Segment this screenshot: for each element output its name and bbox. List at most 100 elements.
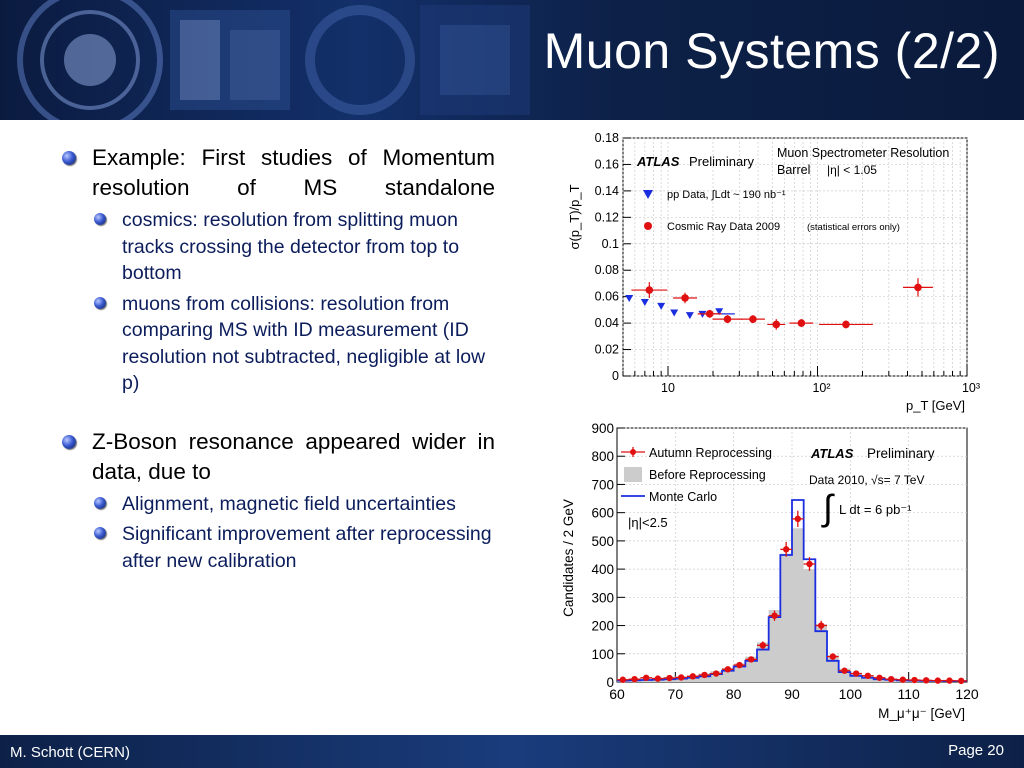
plot-frame (622, 137, 968, 377)
data-point-cosmic (772, 320, 781, 329)
x-tick-label: 80 (726, 686, 742, 702)
y-tick-label: 0.12 (595, 210, 619, 224)
y-tick-label: 0 (606, 675, 614, 690)
data-point-autumn (864, 672, 872, 679)
y-tick-label: 0.16 (595, 157, 619, 171)
data-point-autumn (794, 515, 802, 523)
data-point-autumn (806, 560, 813, 568)
data-point-pp (715, 308, 724, 316)
data-point-cosmic (723, 315, 732, 323)
x-tick-label: 10 (661, 381, 675, 395)
data-point-cosmic (681, 294, 689, 302)
bullet-icon (94, 213, 106, 225)
x-axis-label: M_μ⁺μ⁻ [GeV] (878, 706, 965, 721)
data-point-autumn (899, 676, 907, 683)
data-point-autumn (689, 673, 697, 680)
experiment-label: ATLAS (810, 446, 854, 461)
bullet-text: Example: First studies of Momentum resol… (92, 145, 495, 200)
bullet-icon (94, 527, 106, 539)
data-point-pp (625, 294, 634, 302)
eta-label: |η|<2.5 (628, 515, 668, 530)
data-point-autumn (876, 674, 883, 681)
bullet-text: Z-Boson resonance appeared wider in data… (92, 428, 495, 484)
y-tick-label: 0.18 (595, 131, 619, 145)
y-tick-label: 200 (591, 619, 614, 634)
y-axis-label: Candidates / 2 GeV (561, 499, 576, 617)
data-point-cosmic (914, 283, 922, 292)
data-point-pp (670, 309, 679, 317)
x-tick-label: 90 (784, 686, 800, 702)
data-point-autumn (666, 674, 673, 682)
legend-label-pp: pp Data, ∫Ldt ~ 190 nb⁻¹ (667, 189, 786, 201)
data-point-autumn (887, 675, 895, 683)
y-tick-label: 0.08 (595, 263, 619, 277)
bullet-icon (62, 434, 76, 449)
y-tick-label: 500 (591, 534, 614, 549)
legend-label-autumn: Autumn Reprocessing (649, 446, 772, 460)
slide-header: Muon Systems (2/2) (0, 0, 1024, 120)
data-point-pp (640, 298, 649, 306)
data-point-autumn (654, 675, 662, 682)
sub-bullet-text: cosmics: resolution from splitting muon … (122, 209, 460, 284)
y-tick-label: 0.02 (595, 343, 619, 357)
integral-sign: ∫ (821, 487, 835, 528)
y-tick-label: 700 (591, 477, 614, 492)
data-point-autumn (712, 670, 720, 677)
bullet-content: Example: First studies of Momentum resol… (60, 143, 495, 574)
eta-label: |η| < 1.05 (827, 163, 877, 177)
legend-marker-autumn (630, 449, 636, 455)
data-point-autumn (759, 642, 767, 649)
data-point-cosmic (842, 320, 850, 329)
status-label: Preliminary (689, 154, 755, 169)
sub-bullet-item: Alignment, magnetic field uncertainties (60, 491, 495, 518)
bullet-icon (94, 496, 106, 509)
data-point-autumn (631, 675, 638, 683)
data-point-pp (685, 312, 694, 320)
y-tick-label: 0 (612, 369, 619, 383)
x-tick-label: 100 (839, 686, 863, 702)
legend-marker-pp (643, 190, 653, 199)
sub-bullet-text: Significant improvement after reprocessi… (122, 523, 492, 572)
bullet-icon (94, 296, 106, 309)
data-point-autumn (934, 677, 942, 684)
legend-marker-before (624, 467, 642, 482)
data-point-cosmic (797, 319, 806, 327)
data-point-autumn (771, 612, 778, 619)
data-point-autumn (619, 676, 627, 683)
x-tick-label: 60 (609, 686, 625, 702)
histogram-before-reprocessing (617, 528, 967, 682)
data-point-autumn (922, 677, 930, 684)
resolution-plot: 0 0.02 0.04 0.06 0.08 0.1 0.12 0.14 0.16 0.18 10 10… (567, 131, 980, 413)
sub-bullet-item: cosmics: resolution from splitting muon … (60, 207, 495, 287)
data-point-cosmic (705, 310, 714, 318)
footer-author: M. Schott (CERN) (10, 744, 131, 761)
legend-marker-cosmic (644, 222, 652, 230)
sub-bullet-text: Alignment, magnetic field uncertainties (122, 492, 456, 515)
y-tick-label: 300 (591, 590, 614, 605)
data-point-autumn (841, 667, 848, 674)
page-number: Page 20 (948, 742, 1004, 759)
data-point-cosmic (645, 286, 654, 294)
data-point-autumn (642, 674, 650, 681)
data-point-autumn (817, 622, 825, 629)
slide-title: Muon Systems (2/2) (543, 23, 1000, 79)
legend-label-mc: Monte Carlo (649, 490, 717, 504)
x-tick-label: 10³ (962, 381, 980, 395)
data-point-autumn (724, 666, 732, 673)
status-label: Preliminary (867, 446, 935, 461)
data-point-autumn (677, 674, 685, 681)
experiment-label: ATLAS (636, 154, 680, 169)
data-point-autumn (946, 677, 953, 684)
data-point-pp (657, 302, 666, 310)
bullet-icon (62, 151, 76, 165)
data-point-autumn (957, 677, 965, 685)
header-background-image (17, 0, 530, 120)
data-point-autumn (852, 670, 860, 677)
data-point-cosmic (749, 315, 757, 323)
y-tick-label: 100 (591, 647, 614, 662)
y-axis-label: σ(p_T)/p_T (567, 184, 582, 249)
data-point-autumn (782, 546, 790, 553)
legend-label-before: Before Reprocessing (649, 468, 766, 482)
chart-subtitle: Barrel (777, 163, 810, 177)
legend-note: (statistical errors only) (807, 222, 900, 233)
